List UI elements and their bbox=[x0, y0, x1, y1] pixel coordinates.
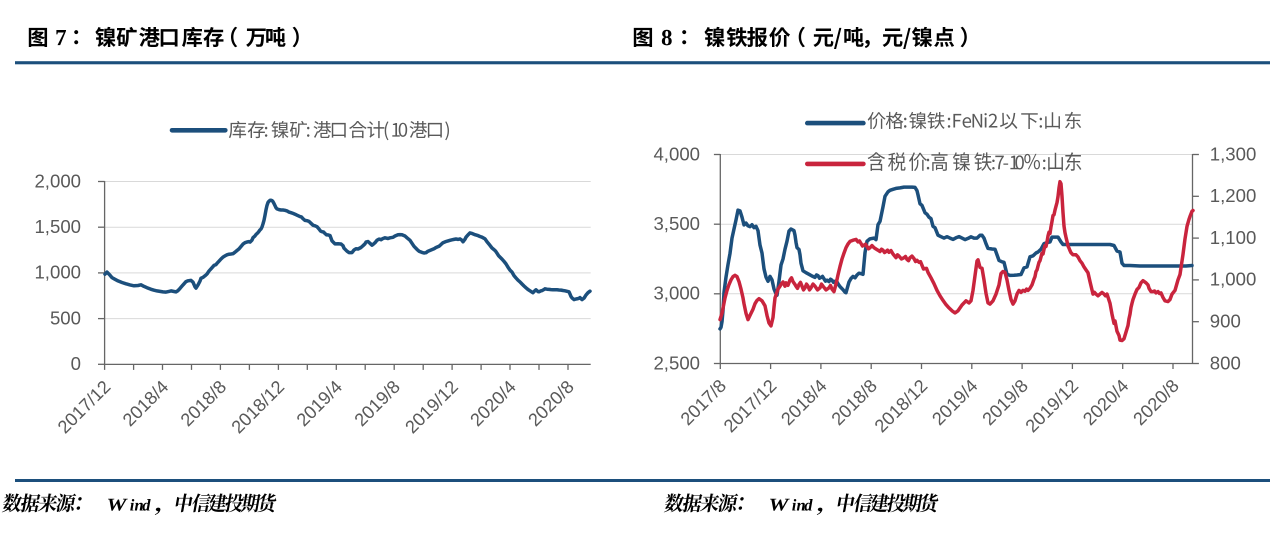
svg-text:4,000: 4,000 bbox=[653, 143, 700, 164]
svg-text:1,200: 1,200 bbox=[1210, 185, 1257, 206]
svg-text:3,000: 3,000 bbox=[653, 283, 700, 304]
svg-text:0: 0 bbox=[71, 353, 81, 374]
svg-text:900: 900 bbox=[1210, 311, 1241, 332]
svg-text:3,500: 3,500 bbox=[653, 213, 700, 234]
svg-text:2,500: 2,500 bbox=[653, 352, 700, 373]
svg-text:800: 800 bbox=[1210, 352, 1241, 373]
svg-text:1,000: 1,000 bbox=[1210, 269, 1257, 290]
svg-text:2,000: 2,000 bbox=[34, 170, 81, 191]
svg-text:1,500: 1,500 bbox=[34, 216, 81, 237]
svg-text:1,100: 1,100 bbox=[1210, 227, 1257, 248]
svg-text:500: 500 bbox=[50, 307, 81, 328]
svg-text:1,000: 1,000 bbox=[34, 262, 81, 283]
svg-text:1,300: 1,300 bbox=[1210, 143, 1257, 164]
